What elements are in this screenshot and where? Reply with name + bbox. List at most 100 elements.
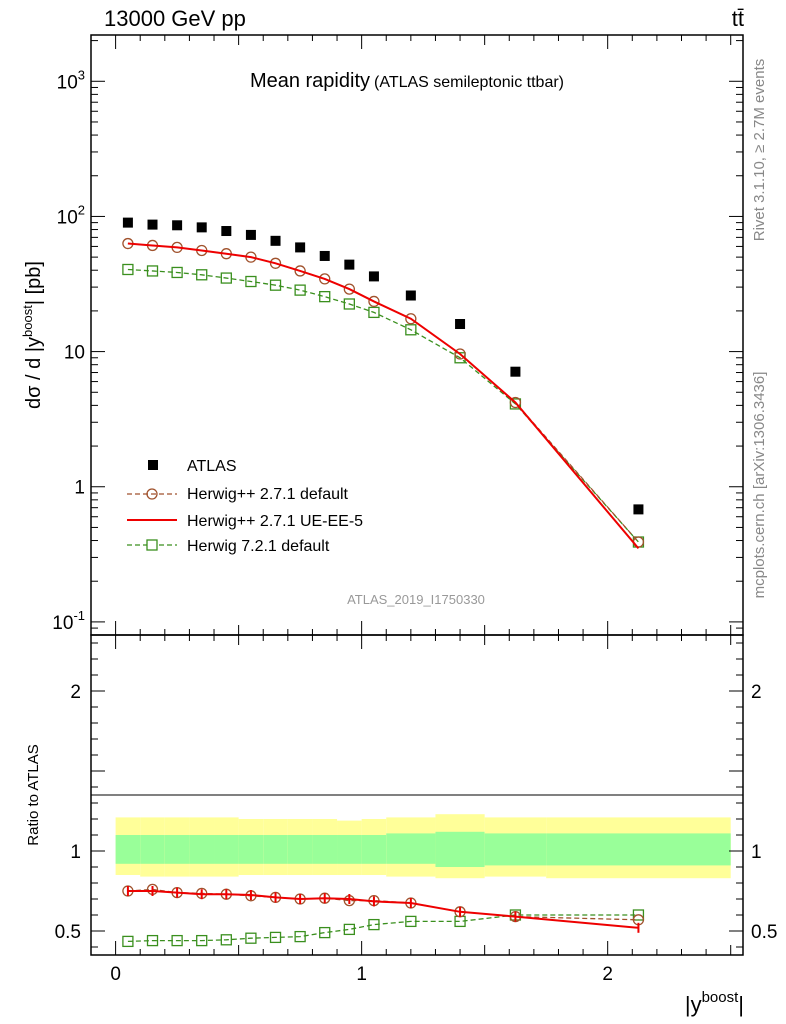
ratio-inner-band: [263, 835, 288, 864]
herwigpp-default-marker: [405, 313, 417, 325]
main-series: [122, 217, 645, 550]
ratio-y-tick-label-left: 2: [70, 682, 81, 703]
herwig7-marker: [171, 266, 183, 279]
ratio-inner-band: [435, 831, 485, 867]
x-tick-label: 2: [602, 964, 613, 985]
atlas-data-point: [405, 290, 416, 301]
legend-label-herwig7: Herwig 7.2.1 default: [187, 538, 330, 555]
ratio-inner-band: [386, 833, 436, 864]
ratio-herwig7-marker: [405, 915, 417, 928]
ratio-herwig7-marker: [220, 934, 232, 946]
herwig7-marker: [368, 306, 380, 319]
herwigpp-default-marker: [319, 273, 331, 285]
ratio-herwig7-marker: [343, 923, 355, 936]
legend-label-atlas: ATLAS: [187, 458, 237, 475]
ratio-herwig7-line: [127, 914, 639, 943]
atlas-data-point: [270, 235, 281, 246]
ratio-herwig7-marker: [245, 932, 257, 944]
herwig7-marker: [319, 290, 331, 303]
ratio-inner-band: [115, 835, 141, 864]
atlas-data-point: [295, 242, 306, 253]
herwigpp-default-marker: [368, 295, 380, 308]
ratio-inner-band: [337, 835, 362, 864]
legend-marker-herwig7: [146, 539, 158, 551]
herwigpp-default-marker: [269, 257, 282, 269]
ratio-inner-band: [189, 835, 215, 864]
header-process-label: tt̄: [732, 6, 744, 31]
analysis-label: ATLAS_2019_I1750330: [347, 592, 485, 607]
herwig7-marker: [220, 272, 232, 284]
legend-label-herwigpp-ueee5: Herwig++ 2.7.1 UE-EE-5: [187, 513, 363, 530]
x-tick-label: 0: [110, 964, 121, 985]
ratio-panel-frame: [90, 634, 744, 956]
plot-subtitle: (ATLAS semileptonic ttbar): [374, 74, 564, 91]
rivet-version-label: Rivet 3.1.10, ≥ 2.7M events: [751, 59, 768, 242]
herwig7-line: [127, 268, 639, 543]
herwig7-marker: [343, 298, 355, 310]
ratio-y-tick-label-right: 2: [751, 682, 762, 703]
ratio-y-tick-label-left: 1: [70, 842, 81, 863]
ratio-inner-band: [546, 833, 731, 866]
ratio-herwig7-marker: [146, 934, 159, 947]
legend-marker-atlas: [148, 460, 158, 470]
ratio-herwig7-marker: [294, 930, 306, 943]
main-y-tick-label: 103: [57, 67, 85, 93]
ratio-panel: 0.5 0.5 1 1 2 2 0 1 2 Ratio to ATLAS |yboost|: [25, 35, 777, 1017]
herwigpp-default-marker: [509, 396, 522, 409]
atlas-data-point: [455, 319, 466, 330]
main-y-tick-label: 1: [74, 478, 85, 499]
herwigpp-ueee5-line: [127, 242, 640, 550]
ratio-y-tick-label-right: 0.5: [751, 922, 777, 943]
x-axis-label: |yboost|: [685, 989, 744, 1017]
ratio-inner-band: [361, 835, 387, 864]
atlas-data-point: [319, 250, 330, 261]
plot-title: Mean rapidity: [250, 70, 370, 92]
atlas-data-point: [122, 217, 133, 228]
legend: ATLAS Herwig++ 2.7.1 default Herwig++ 2.…: [127, 458, 363, 555]
atlas-data-point: [245, 229, 256, 240]
herwigpp-default-marker: [294, 265, 306, 277]
atlas-data-point: [510, 366, 521, 377]
ratio-herwig7-marker: [171, 934, 183, 947]
atlas-data-point: [196, 222, 207, 233]
ratio-y-ticks: 0.5 0.5 1 1 2 2: [55, 642, 777, 948]
ratio-herwig7-marker: [196, 934, 208, 947]
ratio-inner-band: [140, 835, 165, 864]
main-y-tick-label: 10-1: [52, 608, 85, 634]
herwigpp-default-marker: [454, 348, 466, 360]
main-y-tick-label: 10: [64, 343, 85, 364]
ratio-inner-band: [238, 835, 264, 864]
mcplots-label: mcplots.cern.ch [arXiv:1306.3436]: [751, 372, 768, 599]
herwig7-marker: [122, 263, 134, 276]
ratio-inner-band: [484, 833, 547, 866]
main-panel: 10-1 1 10 102 103 Mean rapidity (ATLAS semil…: [20, 34, 744, 636]
ratio-y-tick-label-right: 1: [751, 842, 762, 863]
herwigpp-default-marker: [343, 283, 355, 295]
herwig7-marker: [245, 275, 257, 288]
ratio-herwigpp-ueee5-line: [127, 890, 639, 929]
atlas-data-point: [172, 220, 183, 231]
ratio-herwig7-marker: [368, 918, 380, 931]
atlas-data-point: [221, 226, 232, 237]
herwig7-marker: [146, 265, 159, 277]
atlas-data-point: [147, 219, 158, 230]
ratio-uncertainty-bands: [115, 814, 731, 879]
legend-marker-herwigpp-default: [146, 488, 158, 500]
ratio-inner-band: [214, 835, 239, 864]
atlas-data-point: [344, 259, 355, 270]
main-y-ticks: 10-1 1 10 102 103: [52, 40, 743, 636]
ratio-herwig7-marker: [632, 909, 645, 921]
x-axis-ticks: 0 1 2: [90, 35, 732, 985]
ratio-inner-band: [312, 835, 338, 864]
y-axis-label: dσ / d |yboost| [pb]: [20, 261, 45, 409]
ratio-herwig7-marker: [122, 935, 134, 948]
ratio-herwig7-marker: [269, 931, 282, 944]
legend-label-herwigpp-default: Herwig++ 2.7.1 default: [187, 486, 349, 503]
atlas-data-point: [633, 504, 644, 515]
header-energy-label: 13000 GeV pp: [104, 6, 246, 31]
main-y-tick-label: 102: [57, 202, 85, 228]
herwig7-marker: [196, 269, 208, 281]
ratio-inner-band: [287, 835, 313, 864]
ratio-series: [122, 883, 645, 948]
